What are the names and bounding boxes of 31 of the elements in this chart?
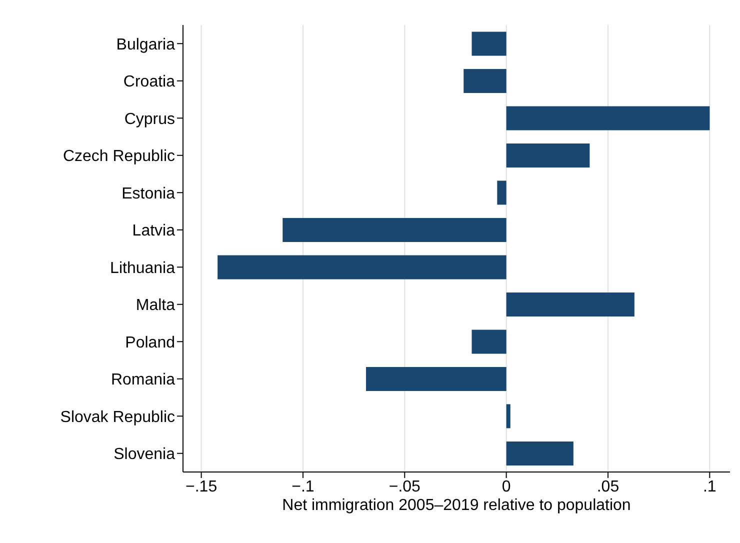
y-tick-label: Romania (110, 372, 176, 389)
bar (472, 330, 506, 354)
y-tick-label: Bulgaria (116, 36, 176, 54)
x-tick-label: −.05 (388, 478, 421, 496)
y-tick-label: Latvia (132, 222, 176, 240)
bar (218, 255, 506, 280)
bar (497, 180, 506, 205)
y-tick-label: Slovak Republic (60, 408, 175, 426)
y-tick-label: Czech Republic (62, 148, 175, 166)
bar (506, 292, 634, 316)
y-tick-label: Slovenia (114, 446, 176, 464)
bar (506, 404, 510, 428)
y-tick-label: Cyprus (124, 110, 175, 128)
y-tick-label: Poland (125, 334, 175, 352)
x-tick-label: .1 (702, 478, 716, 496)
x-axis-title: Net immigration 2005–2019 relative to population (282, 497, 631, 514)
y-tick-label: Croatia (123, 74, 176, 91)
y-tick-label: Estonia (122, 185, 176, 202)
x-tick-label: −.1 (292, 478, 314, 496)
bar (464, 68, 506, 93)
bar (472, 32, 506, 56)
y-tick-label: Malta (136, 297, 176, 314)
bar (282, 218, 506, 242)
bar (506, 143, 590, 168)
y-tick-label: Lithuania (110, 260, 176, 277)
bar (366, 366, 506, 391)
bar (506, 441, 574, 466)
bar (506, 106, 710, 130)
x-tick-label: .05 (596, 478, 620, 496)
x-tick-label: −.15 (186, 478, 218, 496)
x-tick-label: 0 (502, 478, 511, 496)
